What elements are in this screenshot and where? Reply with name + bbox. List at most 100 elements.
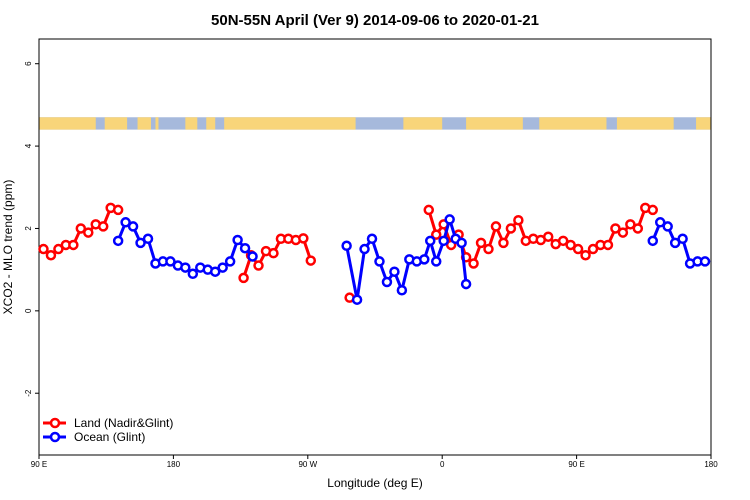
series-ocean — [112, 214, 711, 305]
y-axis-label: XCO2 - MLO trend (ppm) — [1, 180, 15, 315]
land-point-40 — [557, 235, 569, 247]
land-point-10 — [112, 204, 124, 216]
land-point-0 — [38, 243, 49, 255]
ocean-point-17 — [239, 242, 251, 254]
chart-title: 50N-55N April (Ver 9) 2014-09-06 to 2020… — [211, 12, 539, 29]
land-band-10 — [616, 117, 674, 130]
ocean-point-10 — [187, 268, 199, 280]
land-point-44 — [587, 243, 599, 255]
landmask-band — [39, 117, 711, 130]
legend: Land (Nadir&Glint) Ocean (Glint) — [43, 416, 173, 444]
ocean-point-24 — [381, 276, 393, 288]
land-point-28 — [468, 258, 479, 269]
ocean-point-23 — [374, 256, 385, 267]
land-band-5 — [206, 117, 216, 130]
land-point-48 — [617, 227, 629, 238]
ocean-point-0 — [112, 235, 124, 247]
legend-marker-ocean — [49, 431, 61, 443]
land-point-30 — [483, 243, 494, 255]
ocean-point-39 — [662, 221, 673, 232]
ocean-point-1 — [120, 217, 131, 228]
land-point-20 — [305, 255, 317, 266]
ocean-point-30 — [425, 235, 436, 247]
land-band-8 — [466, 117, 523, 130]
land-point-2 — [53, 243, 64, 255]
legend-label-ocean: Ocean (Glint) — [74, 430, 145, 444]
y-tick-label-2: 2 — [24, 226, 33, 231]
land-point-42 — [572, 243, 584, 255]
ocean-point-37 — [647, 235, 659, 247]
ocean-point-33 — [444, 214, 455, 225]
x-tick-label-3: 0 — [440, 460, 445, 469]
ocean-point-22 — [366, 233, 378, 245]
x-axis-label: Longitude (deg E) — [327, 476, 422, 490]
legend-label-land: Land (Nadir&Glint) — [74, 416, 173, 430]
series-land — [38, 202, 659, 303]
land-band-1 — [104, 117, 128, 130]
legend-marker-land — [49, 417, 61, 429]
ocean-point-9 — [180, 262, 191, 273]
land-point-8 — [97, 221, 109, 232]
land-point-52 — [647, 204, 659, 216]
ocean-point-36 — [460, 278, 472, 290]
ocean-point-16 — [232, 234, 243, 246]
land-band-11 — [696, 117, 711, 130]
y-tick-label-1: 0 — [24, 308, 33, 313]
land-point-11 — [238, 272, 249, 284]
ocean-point-7 — [165, 256, 176, 267]
land-point-22 — [423, 204, 435, 216]
land-band-2 — [137, 117, 151, 130]
land-band-9 — [539, 117, 607, 130]
ocean-point-26 — [396, 284, 408, 296]
ocean-point-29 — [419, 254, 430, 265]
ocean-point-31 — [430, 256, 442, 267]
land-band-0 — [39, 117, 96, 130]
land-point-46 — [602, 239, 614, 251]
land-point-31 — [490, 221, 502, 232]
ocean-point-18 — [247, 251, 258, 262]
land-point-50 — [632, 223, 644, 234]
x-tick-label-1: 180 — [167, 460, 181, 469]
land-band-7 — [403, 117, 443, 130]
x-tick-label-0: 90 E — [31, 460, 47, 469]
land-band-6 — [224, 117, 356, 130]
y-tick-label-3: 4 — [24, 143, 33, 148]
ocean-point-19 — [341, 240, 352, 252]
land-point-4 — [68, 239, 79, 251]
x-axis: 90 E 180 90 W 0 90 E 180 — [31, 455, 718, 469]
land-point-34 — [513, 214, 524, 226]
ocean-point-14 — [217, 262, 228, 273]
land-point-5 — [75, 223, 87, 234]
ocean-point-20 — [351, 294, 363, 305]
ocean-point-25 — [389, 266, 400, 277]
ocean-point-38 — [654, 217, 666, 228]
ocean-point-41 — [677, 233, 688, 245]
land-point-1 — [45, 249, 57, 261]
land-point-43 — [580, 249, 591, 261]
ocean-point-40 — [669, 237, 681, 249]
y-tick-label-0: -2 — [24, 389, 33, 397]
land-point-41 — [565, 239, 576, 251]
y-axis: -2 0 2 4 6 — [24, 61, 39, 397]
ocean-point-13 — [209, 266, 221, 277]
ocean-point-2 — [127, 221, 139, 232]
ocean-point-21 — [359, 243, 370, 255]
land-point-49 — [625, 219, 636, 230]
land-point-47 — [610, 223, 621, 234]
land-point-23 — [430, 229, 442, 240]
land-point-32 — [498, 237, 509, 249]
ocean-point-4 — [142, 233, 154, 245]
land-point-38 — [542, 231, 554, 242]
land-point-19 — [298, 233, 309, 244]
ocean-point-44 — [699, 256, 711, 267]
land-band-4 — [185, 117, 198, 130]
land-point-13 — [253, 260, 264, 271]
land-point-15 — [268, 247, 279, 259]
land-point-29 — [475, 237, 487, 249]
ocean-point-35 — [456, 237, 467, 249]
ocean-point-32 — [438, 235, 449, 247]
land-band-3 — [155, 117, 159, 130]
land-point-33 — [505, 223, 517, 234]
ocean-point-3 — [135, 237, 146, 249]
